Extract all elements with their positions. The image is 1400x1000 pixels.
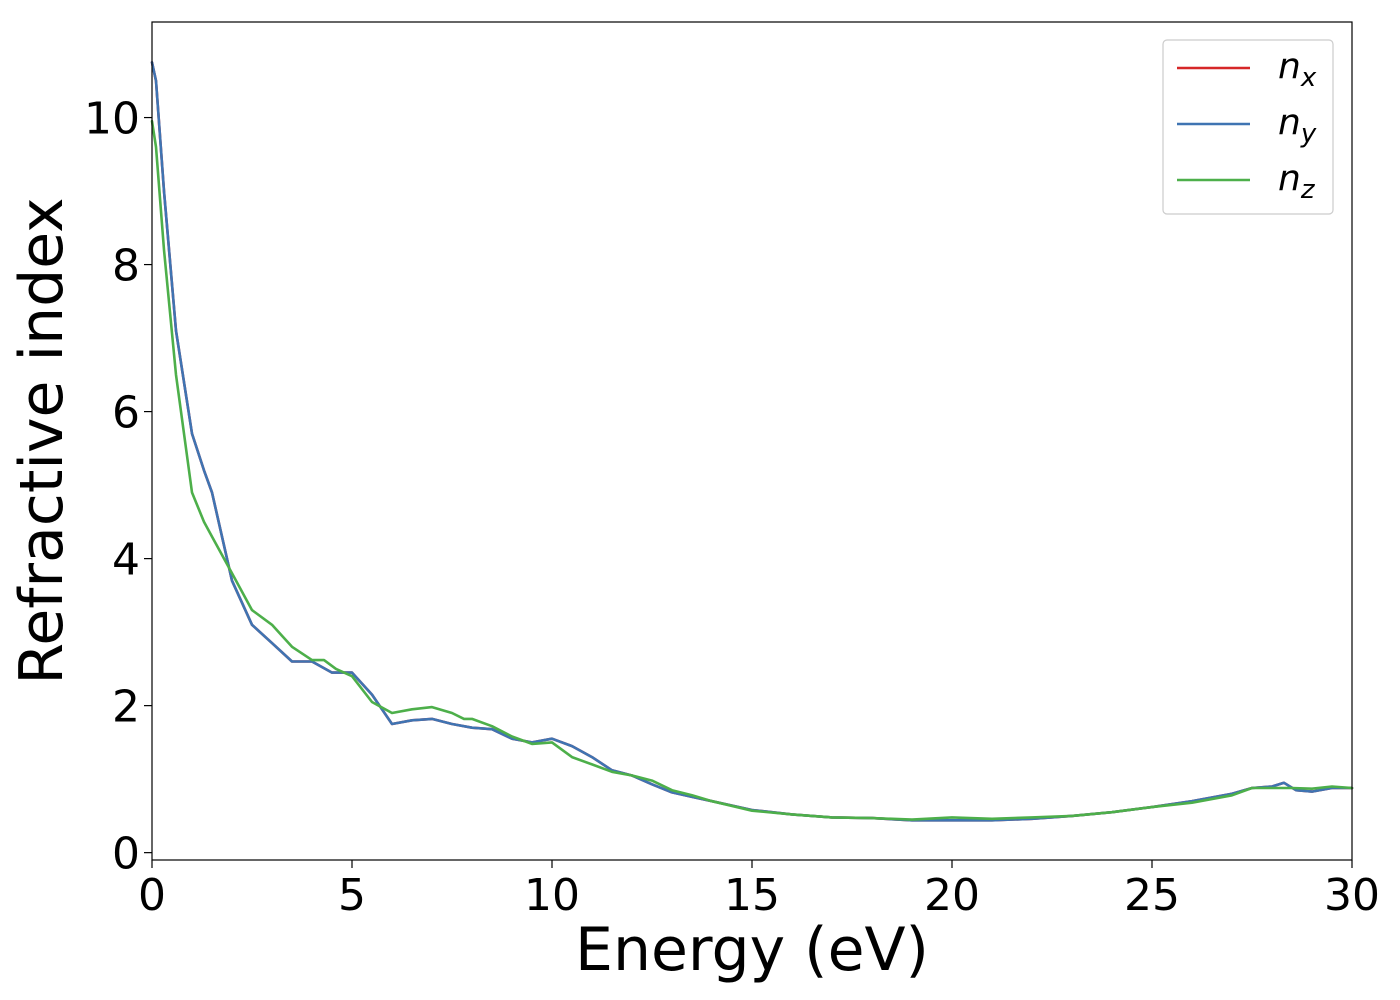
y-tick-label: 8 (112, 241, 140, 292)
y-tick-label: 2 (112, 682, 140, 733)
x-tick-label: 20 (924, 870, 980, 921)
x-axis-label: Energy (eV) (575, 915, 929, 985)
x-tick-label: 30 (1324, 870, 1380, 921)
legend: nx ny nz (1162, 39, 1334, 215)
legend-label-n-x: nx (1278, 46, 1317, 93)
y-axis-ticks: 0 2 4 6 8 10 (84, 94, 152, 880)
x-tick-label: 0 (138, 870, 166, 921)
legend-frame (1162, 39, 1334, 215)
y-axis-label: Refractive index (7, 197, 77, 684)
x-tick-label: 25 (1124, 870, 1180, 921)
x-axis-ticks: 0 5 10 15 20 25 30 (138, 860, 1380, 921)
x-tick-label: 10 (524, 870, 580, 921)
y-tick-label: 4 (112, 535, 140, 586)
series-line-n-z (150, 119, 1354, 821)
series-layer (150, 61, 1354, 822)
x-tick-label: 5 (338, 870, 366, 921)
legend-label-n-z: nz (1278, 158, 1316, 205)
y-tick-label: 6 (112, 388, 140, 439)
y-tick-label: 0 (112, 829, 140, 880)
y-tick-label: 10 (84, 94, 140, 145)
x-tick-label: 15 (724, 870, 780, 921)
legend-label-n-y: ny (1278, 102, 1317, 149)
